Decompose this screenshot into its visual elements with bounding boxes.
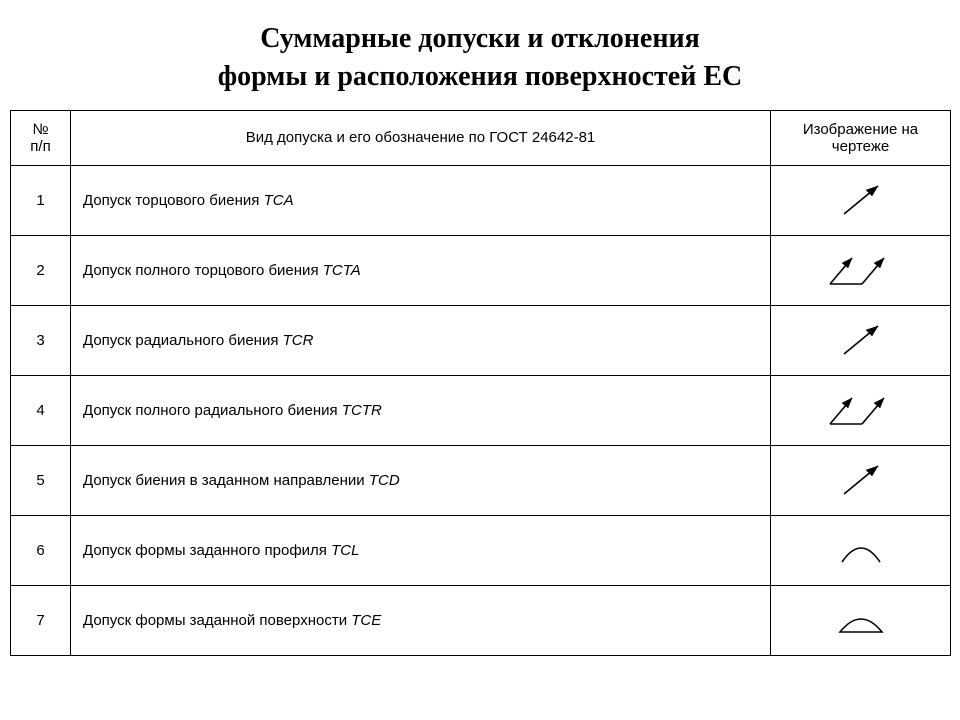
title-line2: формы и расположения поверхностей ЕС	[218, 61, 742, 92]
desc-code: TCE	[351, 612, 381, 629]
cell-desc: Допуск радиального биения TCR	[71, 305, 771, 375]
cell-symbol	[771, 375, 951, 445]
cell-desc: Допуск формы заданного профиля TCL	[71, 515, 771, 585]
cell-desc: Допуск формы заданной поверхности TCE	[71, 585, 771, 655]
cell-symbol	[771, 515, 951, 585]
single-arrow-icon	[771, 458, 950, 502]
cell-num: 4	[11, 375, 71, 445]
cell-num: 5	[11, 445, 71, 515]
table-row: 4Допуск полного радиального биения TCTR	[11, 375, 951, 445]
cell-symbol	[771, 585, 951, 655]
col-header-num-l1: №	[32, 121, 48, 138]
desc-text: Допуск формы заданной поверхности	[83, 612, 351, 629]
single-arrow-icon	[771, 318, 950, 362]
table-row: 2Допуск полного торцового биения TCTA	[11, 235, 951, 305]
table-row: 1Допуск торцового биения TCA	[11, 165, 951, 235]
table-row: 7Допуск формы заданной поверхности TCE	[11, 585, 951, 655]
table-row: 5Допуск биения в заданном направлении TC…	[11, 445, 951, 515]
desc-text: Допуск биения в заданном направлении	[83, 472, 369, 489]
col-header-desc: Вид допуска и его обозначение по ГОСТ 24…	[71, 110, 771, 165]
cell-num: 1	[11, 165, 71, 235]
col-header-num: № п/п	[11, 110, 71, 165]
table-row: 3Допуск радиального биения TCR	[11, 305, 951, 375]
arc-open-icon	[771, 528, 950, 572]
desc-code: TCD	[369, 472, 400, 489]
desc-text: Допуск радиального биения	[83, 332, 283, 349]
cell-num: 7	[11, 585, 71, 655]
desc-text: Допуск полного радиального биения	[83, 402, 342, 419]
title-line1: Суммарные допуски и отклонения	[260, 23, 700, 54]
double-arrow-icon	[771, 248, 950, 292]
col-header-num-l2: п/п	[30, 138, 50, 155]
desc-code: TCA	[264, 192, 294, 209]
cell-desc: Допуск биения в заданном направлении TCD	[71, 445, 771, 515]
page-title: Суммарные допуски и отклонения формы и р…	[10, 20, 950, 96]
cell-symbol	[771, 445, 951, 515]
col-header-symbol: Изображение на чертеже	[771, 110, 951, 165]
desc-code: TCTR	[342, 402, 382, 419]
cell-symbol	[771, 165, 951, 235]
col-header-desc-l1: Вид допуска и его обозначение по ГОСТ 24…	[246, 129, 596, 146]
col-header-symbol-l2: чертеже	[832, 138, 889, 155]
tolerance-table: № п/п Вид допуска и его обозначение по Г…	[10, 110, 951, 656]
double-arrow-icon	[771, 388, 950, 432]
cell-num: 6	[11, 515, 71, 585]
table-header-row: № п/п Вид допуска и его обозначение по Г…	[11, 110, 951, 165]
desc-text: Допуск торцового биения	[83, 192, 264, 209]
cell-desc: Допуск полного торцового биения TCTA	[71, 235, 771, 305]
cell-num: 2	[11, 235, 71, 305]
cell-desc: Допуск торцового биения TCA	[71, 165, 771, 235]
cell-symbol	[771, 305, 951, 375]
cell-symbol	[771, 235, 951, 305]
arc-closed-icon	[771, 598, 950, 642]
cell-num: 3	[11, 305, 71, 375]
desc-code: TCTA	[323, 262, 361, 279]
desc-text: Допуск полного торцового биения	[83, 262, 323, 279]
col-header-symbol-l1: Изображение на	[803, 121, 918, 138]
cell-desc: Допуск полного радиального биения TCTR	[71, 375, 771, 445]
desc-text: Допуск формы заданного профиля	[83, 542, 331, 559]
desc-code: TCR	[283, 332, 314, 349]
single-arrow-icon	[771, 178, 950, 222]
table-row: 6Допуск формы заданного профиля TCL	[11, 515, 951, 585]
desc-code: TCL	[331, 542, 359, 559]
